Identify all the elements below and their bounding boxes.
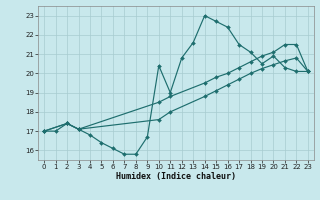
X-axis label: Humidex (Indice chaleur): Humidex (Indice chaleur) [116,172,236,181]
